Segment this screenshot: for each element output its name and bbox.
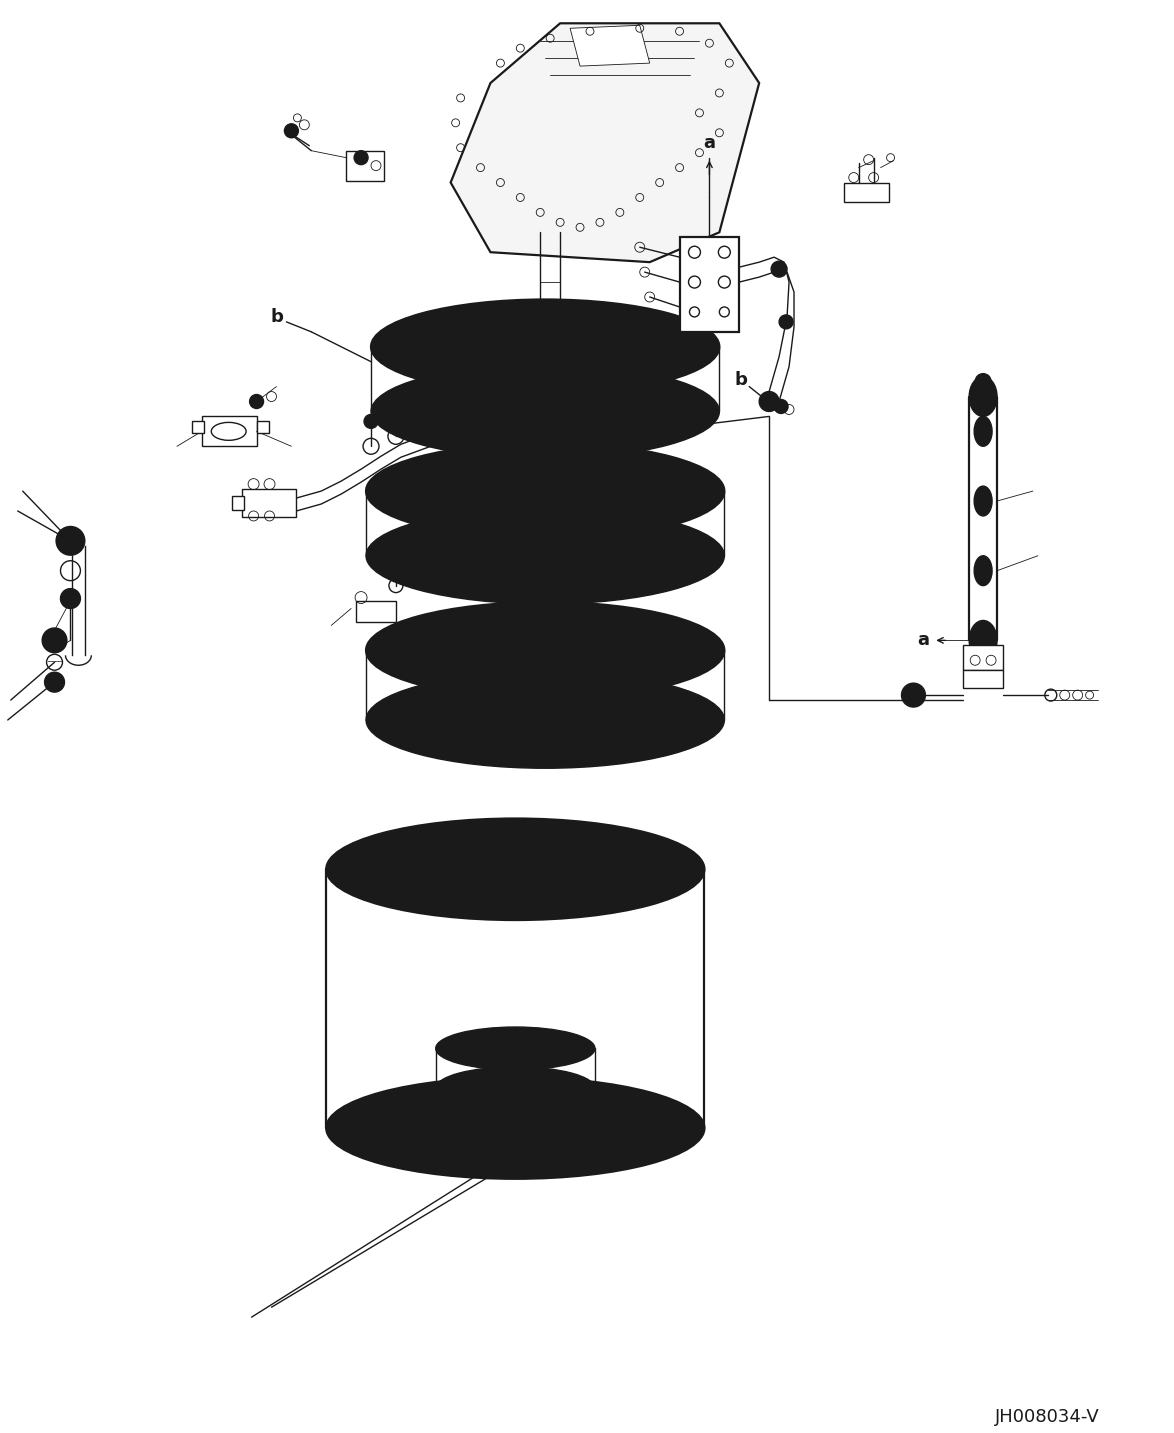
Circle shape: [355, 150, 367, 165]
Circle shape: [390, 560, 402, 572]
Bar: [346, 150, 384, 181]
Ellipse shape: [366, 672, 724, 768]
Bar: [231, 496, 244, 510]
Circle shape: [774, 400, 788, 414]
Circle shape: [902, 684, 925, 706]
Bar: [257, 421, 269, 433]
Ellipse shape: [974, 417, 992, 446]
Text: b: b: [735, 371, 748, 388]
Circle shape: [42, 629, 67, 652]
Text: JH008034-V: JH008034-V: [996, 1407, 1100, 1426]
Circle shape: [364, 414, 378, 428]
Ellipse shape: [366, 602, 724, 698]
Text: a: a: [703, 133, 715, 152]
Bar: [242, 489, 296, 517]
Circle shape: [976, 374, 991, 390]
Ellipse shape: [436, 1066, 595, 1109]
Bar: [680, 238, 740, 332]
Bar: [191, 421, 204, 433]
Bar: [202, 417, 257, 446]
Circle shape: [250, 394, 263, 408]
Bar: [963, 671, 1003, 688]
Bar: [844, 182, 889, 202]
Ellipse shape: [326, 1078, 704, 1179]
Ellipse shape: [371, 364, 720, 459]
Ellipse shape: [970, 620, 997, 661]
Ellipse shape: [366, 443, 724, 539]
Circle shape: [517, 437, 534, 456]
Circle shape: [760, 391, 780, 411]
Ellipse shape: [970, 377, 997, 417]
Ellipse shape: [974, 556, 992, 586]
Text: b: b: [270, 308, 283, 325]
Polygon shape: [571, 26, 649, 66]
Bar: [963, 645, 1003, 671]
Ellipse shape: [974, 486, 992, 516]
Polygon shape: [451, 23, 760, 262]
Ellipse shape: [326, 818, 704, 920]
Circle shape: [780, 315, 792, 328]
Ellipse shape: [366, 507, 724, 605]
Circle shape: [771, 261, 787, 277]
Circle shape: [284, 123, 298, 138]
Ellipse shape: [446, 464, 545, 509]
Ellipse shape: [545, 464, 645, 509]
Circle shape: [61, 589, 80, 609]
Circle shape: [45, 672, 65, 692]
Circle shape: [56, 527, 85, 555]
Bar: [356, 600, 396, 622]
Circle shape: [389, 404, 403, 418]
Ellipse shape: [371, 299, 720, 394]
Ellipse shape: [436, 1027, 595, 1070]
Text: a: a: [917, 632, 930, 649]
